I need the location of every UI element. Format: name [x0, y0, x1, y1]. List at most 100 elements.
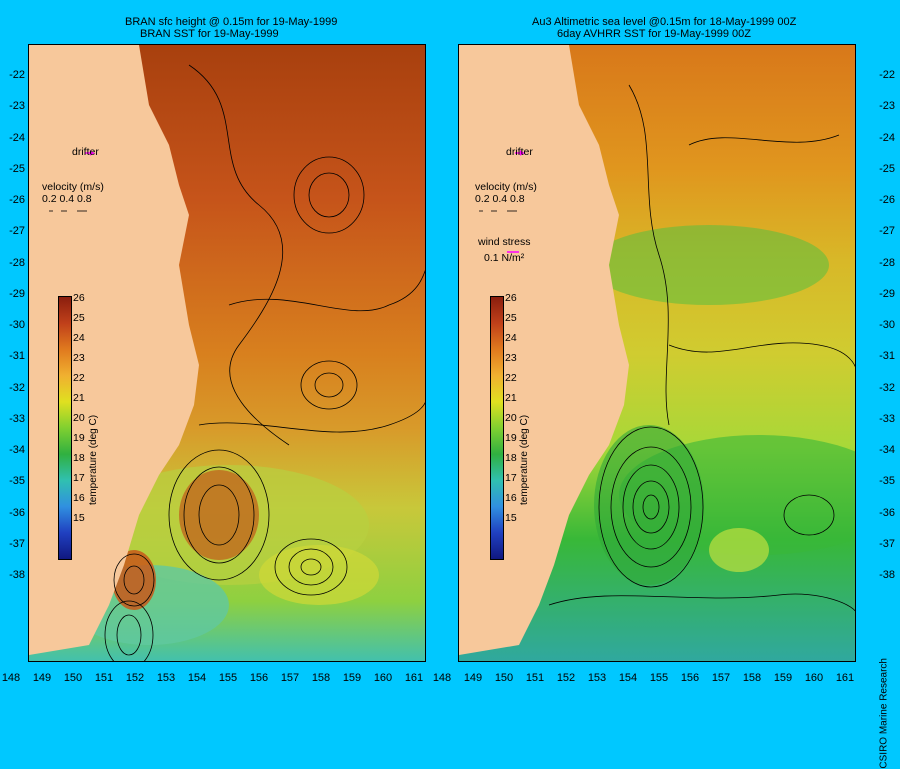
- x-tick-label: 161: [835, 672, 855, 684]
- colorbar-tick-label: 20: [73, 412, 85, 424]
- left-drifter-label: drifter: [72, 146, 99, 158]
- left-title-line2: BRAN SST for 19-May-1999: [140, 28, 279, 40]
- drifter-icon: [515, 150, 526, 156]
- x-tick-label: 153: [156, 672, 176, 684]
- left-velocity-title: velocity (m/s): [42, 181, 104, 193]
- colorbar-tick-label: 19: [505, 432, 517, 444]
- y-tick-label: -28: [9, 256, 25, 269]
- colorbar-tick-label: 19: [73, 432, 85, 444]
- x-tick-label: 149: [463, 672, 483, 684]
- x-tick-label: 148: [1, 672, 21, 684]
- y-tick-label: -35: [879, 475, 895, 488]
- colorbar-tick-label: 22: [505, 372, 517, 384]
- y-tick-label: -36: [879, 506, 895, 519]
- y-tick-label: -31: [9, 350, 25, 363]
- y-tick-label: -33: [9, 412, 25, 425]
- colorbar-tick-label: 22: [73, 372, 85, 384]
- y-tick-label: -37: [9, 537, 25, 550]
- y-tick-label: -31: [879, 350, 895, 363]
- right-velocity-scale: 0.2 0.4 0.8: [475, 193, 525, 205]
- left-map-panel: [28, 44, 426, 662]
- colorbar-tick-label: 20: [505, 412, 517, 424]
- right-map-panel: [458, 44, 856, 662]
- y-tick-label: -30: [9, 319, 25, 331]
- y-tick-label: -26: [9, 194, 25, 206]
- colorbar-tick-label: 17: [73, 472, 85, 484]
- left-sst-map: [29, 45, 425, 661]
- colorbar-tick-label: 21: [73, 392, 85, 404]
- right-sst-map: [459, 45, 855, 661]
- x-tick-label: 159: [773, 672, 793, 684]
- y-tick-label: -29: [879, 287, 895, 300]
- y-tick-label: -37: [879, 537, 895, 550]
- x-tick-label: 150: [494, 672, 514, 684]
- colorbar-tick-label: 18: [73, 452, 85, 464]
- colorbar-tick-label: 25: [505, 312, 517, 324]
- right-colorbar-label: temperature (deg C): [519, 414, 530, 505]
- y-tick-label: -22: [879, 69, 895, 81]
- x-tick-label: 153: [587, 672, 607, 684]
- y-tick-label: -32: [879, 381, 895, 394]
- x-tick-label: 160: [373, 672, 393, 684]
- y-tick-label: -38: [879, 569, 895, 581]
- x-tick-label: 152: [125, 672, 145, 684]
- colorbar-tick-label: 16: [505, 492, 517, 504]
- colorbar-tick-label: 23: [73, 352, 85, 364]
- y-tick-label: -25: [9, 162, 25, 175]
- x-tick-label: 156: [680, 672, 700, 684]
- y-tick-label: -24: [9, 131, 25, 144]
- colorbar-tick-label: 25: [73, 312, 85, 324]
- x-tick-label: 149: [32, 672, 52, 684]
- left-colorbar: [58, 296, 72, 560]
- left-colorbar-label: temperature (deg C): [88, 414, 99, 505]
- y-tick-label: -33: [879, 412, 895, 425]
- y-tick-label: -38: [9, 569, 25, 581]
- right-drifter-label: drifter: [506, 146, 533, 158]
- x-tick-label: 157: [280, 672, 300, 684]
- x-tick-label: 148: [432, 672, 452, 684]
- colorbar-tick-label: 26: [73, 292, 85, 304]
- x-tick-label: 155: [218, 672, 238, 684]
- colorbar-tick-label: 24: [73, 332, 85, 344]
- y-tick-label: -26: [879, 194, 895, 206]
- colorbar-tick-label: 16: [73, 492, 85, 504]
- x-tick-label: 154: [618, 672, 638, 684]
- right-colorbar: [490, 296, 504, 560]
- y-tick-label: -32: [9, 381, 25, 394]
- y-tick-label: -24: [879, 131, 895, 144]
- y-tick-label: -28: [879, 256, 895, 269]
- y-tick-label: -22: [9, 69, 25, 81]
- y-tick-label: -30: [879, 319, 895, 331]
- right-wind-title: wind stress: [478, 236, 531, 248]
- credit-text: CSIRO Marine Research: [879, 658, 890, 769]
- y-tick-label: -36: [9, 506, 25, 519]
- colorbar-tick-label: 15: [505, 512, 517, 524]
- colorbar-tick-label: 26: [505, 292, 517, 304]
- x-tick-label: 160: [804, 672, 824, 684]
- x-tick-label: 156: [249, 672, 269, 684]
- x-tick-label: 154: [187, 672, 207, 684]
- right-velocity-title: velocity (m/s): [475, 181, 537, 193]
- x-tick-label: 157: [711, 672, 731, 684]
- y-tick-label: -23: [879, 100, 895, 113]
- y-tick-label: -27: [9, 225, 25, 238]
- left-velocity-scale: 0.2 0.4 0.8: [42, 193, 92, 205]
- colorbar-tick-label: 23: [505, 352, 517, 364]
- left-title-line1: BRAN sfc height @ 0.15m for 19-May-1999: [125, 16, 338, 28]
- right-wind-scale: 0.1 N/m²: [484, 252, 525, 264]
- x-tick-label: 159: [342, 672, 362, 684]
- y-tick-label: -34: [9, 444, 25, 456]
- x-tick-label: 155: [649, 672, 669, 684]
- y-tick-label: -25: [879, 162, 895, 175]
- colorbar-tick-label: 15: [73, 512, 85, 524]
- colorbar-tick-label: 18: [505, 452, 517, 464]
- x-tick-label: 151: [94, 672, 114, 684]
- colorbar-tick-label: 21: [505, 392, 517, 404]
- y-tick-label: -27: [879, 225, 895, 238]
- x-tick-label: 158: [742, 672, 762, 684]
- x-tick-label: 150: [63, 672, 83, 684]
- y-tick-label: -23: [9, 100, 25, 113]
- y-tick-label: -29: [9, 287, 25, 300]
- right-title-line2: 6day AVHRR SST for 19-May-1999 00Z: [557, 28, 752, 40]
- right-title-line1: Au3 Altimetric sea level @0.15m for 18-M…: [532, 16, 797, 28]
